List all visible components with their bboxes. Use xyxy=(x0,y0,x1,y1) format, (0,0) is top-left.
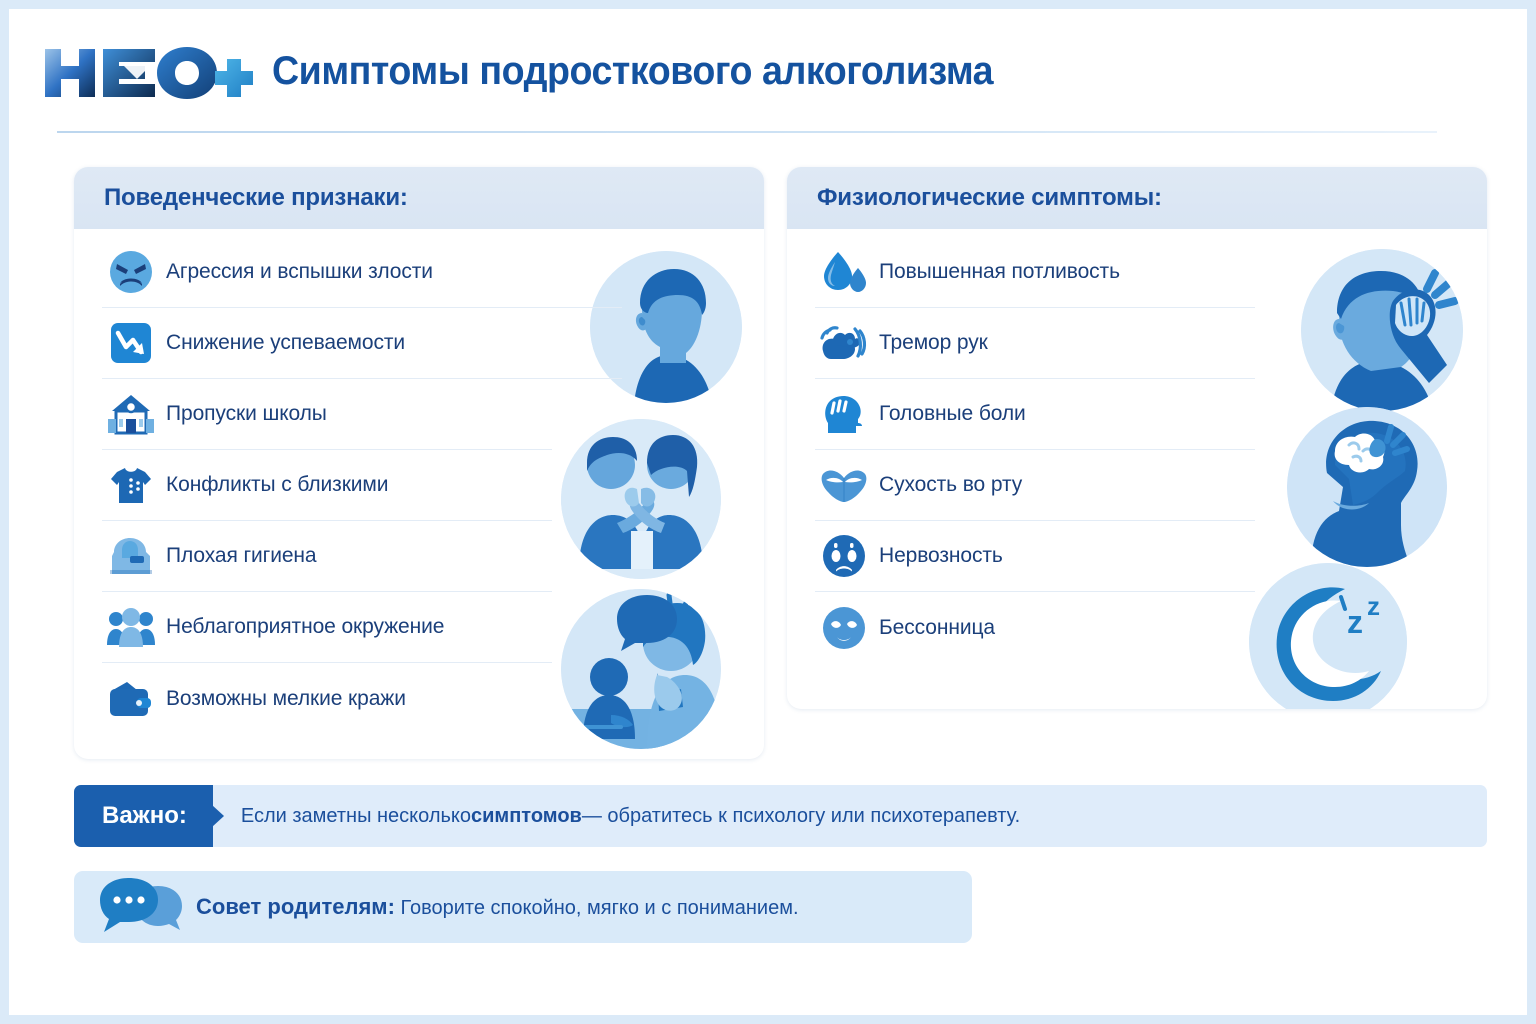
sleepless-face-icon xyxy=(815,602,873,654)
tshirt-icon xyxy=(102,459,160,511)
list-item[interactable]: Нервозность xyxy=(815,521,1255,592)
advice-callout: Совет родителям: Говорите спокойно, мягк… xyxy=(74,871,972,943)
water-drops-icon xyxy=(815,246,873,298)
svg-text:z: z xyxy=(1367,591,1380,621)
list-item-label: Пропуски школы xyxy=(166,402,327,425)
speech-bubbles-icon xyxy=(98,876,182,939)
head-pain-icon xyxy=(815,388,873,440)
list-item[interactable]: Повышенная потливость xyxy=(815,237,1255,308)
list-item[interactable]: Пропуски школы xyxy=(102,379,552,450)
moon-sleep-icon: z z xyxy=(1249,563,1407,709)
teen-boy-portrait-illustration xyxy=(590,251,742,403)
neo-plus-logo xyxy=(39,42,254,102)
important-badge: Важно: xyxy=(74,785,213,847)
declining-chart-icon xyxy=(102,317,160,369)
list-item[interactable]: Сухость во рту xyxy=(815,450,1255,521)
page-title: Симптомы подросткового алкоголизма xyxy=(272,49,994,93)
panel-physiological-header: Физиологические симптомы: xyxy=(787,167,1487,229)
list-item-label: Повышенная потливость xyxy=(879,260,1120,283)
moon-sleep-illustration: z z xyxy=(1249,563,1407,709)
neo-plus-logo-icon xyxy=(45,46,253,99)
head-profile-brain-icon xyxy=(1287,407,1447,567)
headache-person-icon xyxy=(1301,249,1463,411)
header-divider xyxy=(57,131,1437,133)
list-item-label: Плохая гигиена xyxy=(166,544,317,567)
advice-text: Совет родителям: Говорите спокойно, мягк… xyxy=(182,894,799,920)
nervous-face-icon xyxy=(815,530,873,582)
list-item-label: Возможны мелкие кражи xyxy=(166,686,406,710)
list-item-label: Сухость во рту xyxy=(879,473,1023,496)
svg-text:z: z xyxy=(1347,604,1363,640)
panel-physiological: Физиологические симптомы: xyxy=(787,167,1487,709)
advice-body: Говорите спокойно, мягко и с пониманием. xyxy=(394,897,799,919)
list-item-label: Бессонница xyxy=(879,615,996,639)
counselling-conversation-icon xyxy=(561,589,721,749)
list-item[interactable]: Конфликты с близкими xyxy=(102,450,552,521)
group-people-icon xyxy=(102,601,160,653)
panel-behavioral-title: Поведенческие признаки: xyxy=(104,184,408,211)
list-item[interactable]: Снижение успеваемости xyxy=(102,308,622,379)
important-text-bold: симптомов xyxy=(471,804,582,827)
head-profile-brain-illustration xyxy=(1287,407,1447,567)
list-item-label: Неблагоприятное окружение xyxy=(166,615,445,638)
list-item[interactable]: Тремор рук xyxy=(815,308,1255,379)
list-item-label: Снижение успеваемости xyxy=(166,331,406,354)
infographic-page: Симптомы подросткового алкоголизма Повед… xyxy=(9,9,1527,1015)
list-item[interactable]: Бессонница xyxy=(815,592,1255,663)
advice-label: Совет родителям: xyxy=(196,894,395,919)
important-callout: Важно: Если заметны несколько симптомов … xyxy=(74,785,1487,847)
school-building-icon xyxy=(102,388,160,440)
angry-face-icon xyxy=(102,246,160,298)
panel-behavioral-header: Поведенческие признаки: xyxy=(74,167,764,229)
arguing-couple-icon xyxy=(561,419,721,579)
list-item[interactable]: Агрессия и вспышки злости xyxy=(102,237,622,308)
panel-behavioral-body: Агрессия и вспышки злости Снижение успев… xyxy=(74,229,764,759)
behavioral-list: Агрессия и вспышки злости Снижение успев… xyxy=(102,237,622,734)
panel-physiological-title: Физиологические симптомы: xyxy=(817,184,1162,211)
list-item[interactable]: Возможны мелкие кражи xyxy=(102,663,552,734)
counselling-conversation-illustration xyxy=(561,589,721,749)
list-item-label: Головные боли xyxy=(879,402,1026,425)
list-item-label: Агрессия и вспышки злости xyxy=(166,260,433,283)
list-item[interactable]: Головные боли xyxy=(815,379,1255,450)
important-text-after: — обратитесь к психологу или психотерапе… xyxy=(581,804,1021,827)
important-text-before: Если заметны несколько xyxy=(240,804,472,827)
lips-icon xyxy=(815,459,873,511)
wallet-icon xyxy=(102,673,160,725)
backpack-icon xyxy=(102,530,160,582)
shaking-hand-icon xyxy=(815,317,873,369)
page-header: Симптомы подросткового алкоголизма xyxy=(9,9,1527,134)
list-item[interactable]: Неблагоприятное окружение xyxy=(102,592,552,663)
teen-boy-portrait-icon xyxy=(590,251,742,403)
panel-physiological-body: z z Повышенная потливость xyxy=(787,229,1487,709)
panel-behavioral: Поведенческие признаки: xyxy=(74,167,764,759)
list-item-label: Тремор рук xyxy=(879,331,988,354)
list-item[interactable]: Плохая гигиена xyxy=(102,521,552,592)
headache-person-illustration xyxy=(1301,249,1463,411)
physiological-list: Повышенная потливость Тремор рук xyxy=(815,237,1255,663)
important-text: Если заметны несколько симптомов — обрат… xyxy=(213,785,1020,847)
list-item-label: Нервозность xyxy=(879,544,1003,567)
arguing-couple-illustration xyxy=(561,419,721,579)
list-item-label: Конфликты с близкими xyxy=(166,473,389,496)
